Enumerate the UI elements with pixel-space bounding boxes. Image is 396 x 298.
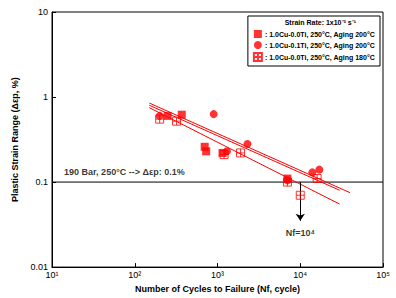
svg-text:: 1.0Cu-0.1Ti, 250°C, Aging 20: : 1.0Cu-0.1Ti, 250°C, Aging 200°C [265,42,375,50]
svg-text:: 1.0Cu-0.0Ti, 250°C, Aging 18: : 1.0Cu-0.0Ti, 250°C, Aging 180°C [265,54,375,62]
svg-text:10: 10 [38,7,48,17]
svg-text:Plastic Strain Range (Δεp, %): Plastic Strain Range (Δεp, %) [10,77,20,202]
svg-text:0.1: 0.1 [35,177,48,187]
svg-text:10⁴: 10⁴ [293,270,307,280]
svg-text:Strain Rate: 1x10⁻³ s⁻¹: Strain Rate: 1x10⁻³ s⁻¹ [285,19,357,26]
svg-text:10²: 10² [128,270,141,280]
svg-text:190 Bar, 250°C --> Δεp: 0.1%: 190 Bar, 250°C --> Δεp: 0.1% [64,167,185,177]
svg-text:10¹: 10¹ [45,270,58,280]
svg-text:Nf=10⁴: Nf=10⁴ [286,228,315,238]
svg-text:0.01: 0.01 [30,262,48,273]
svg-text:10⁵: 10⁵ [376,270,390,280]
svg-text:10³: 10³ [211,270,224,280]
svg-text:: 1.0Cu-0.0Ti, 250°C, Aging 20: : 1.0Cu-0.0Ti, 250°C, Aging 200°C [265,31,375,39]
svg-text:1: 1 [43,92,48,102]
svg-text:Number of Cycles to Failure (N: Number of Cycles to Failure (Nf, cycle) [135,284,300,294]
